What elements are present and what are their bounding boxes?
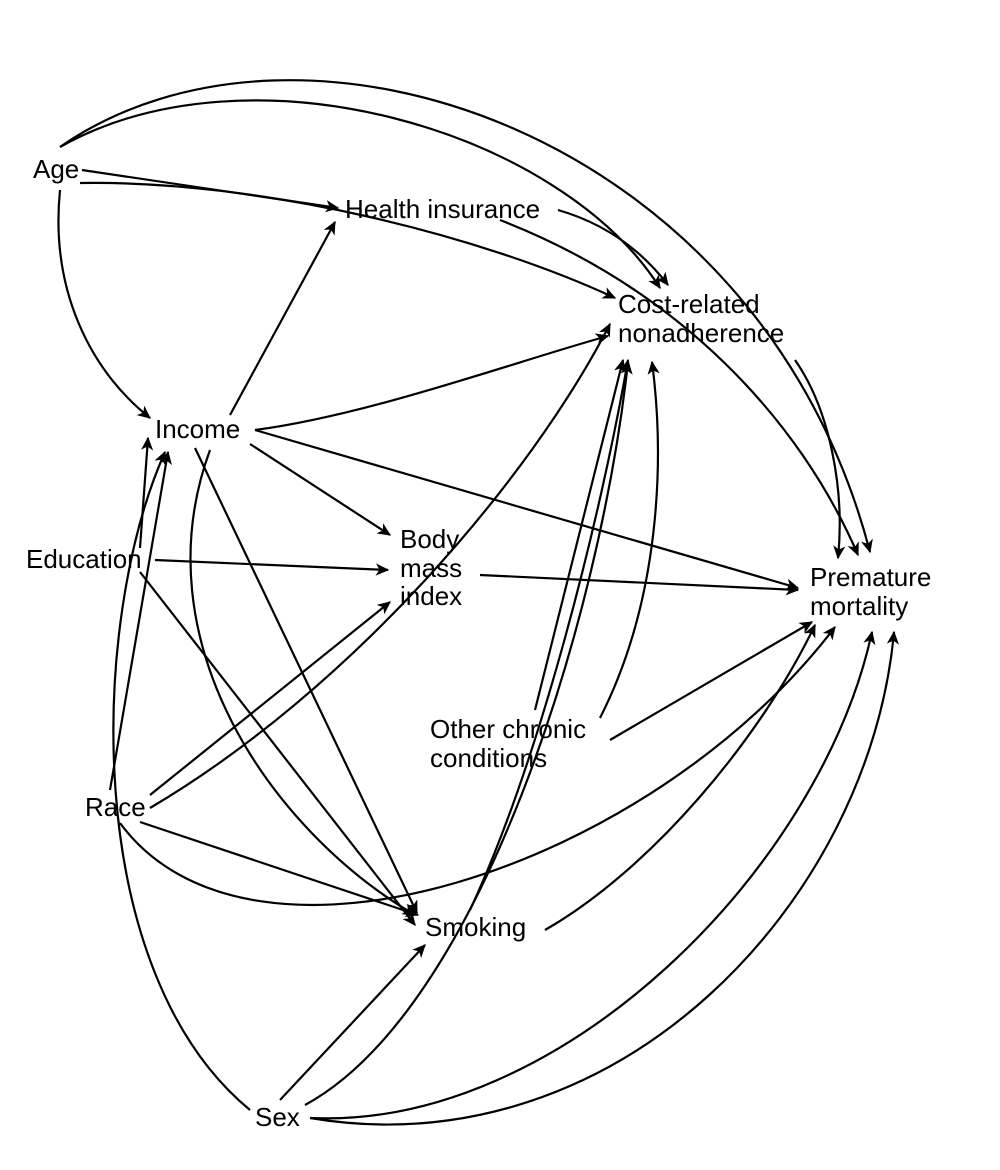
edge-costnon-br-mortality-tl bbox=[795, 360, 840, 558]
edge-healthins-br-mortality-tl2 bbox=[500, 220, 858, 555]
node-race: Race bbox=[85, 793, 146, 822]
edge-age-br-income-tl bbox=[58, 190, 150, 418]
edge-income-b-smoking-tl bbox=[190, 450, 415, 915]
node-mortality: Premature mortality bbox=[810, 563, 931, 620]
node-othercc: Other chronic conditions bbox=[430, 715, 586, 772]
node-bmi: Body mass index bbox=[400, 525, 462, 611]
edge-smoking-r-mortality-bl bbox=[545, 625, 815, 930]
edge-education-tr-income-l bbox=[140, 438, 148, 548]
edge-race-t-income-bl bbox=[110, 452, 168, 790]
edge-income-tr-healthins-bl bbox=[230, 222, 335, 415]
edge-othercc-t-costnon-bl bbox=[535, 360, 623, 710]
edge-education-br-smoking-l bbox=[140, 572, 415, 925]
edge-othercc-r-mortality-bl bbox=[610, 622, 812, 740]
node-age: Age bbox=[33, 155, 79, 184]
edge-income-br-bmi-tl bbox=[250, 444, 390, 535]
edge-sex-r-mortality-bl3 bbox=[310, 632, 872, 1118]
node-costnon: Cost-related nonadherence bbox=[618, 290, 784, 347]
edge-sex-t-smoking-bl bbox=[280, 945, 425, 1100]
node-sex: Sex bbox=[255, 1103, 300, 1132]
edge-income-r-mortality-l bbox=[255, 430, 798, 588]
edge-income-bl2-smoking-tl bbox=[195, 448, 417, 913]
edge-sex-r-mortality-bl4 bbox=[310, 632, 894, 1124]
node-healthins: Health insurance bbox=[345, 195, 540, 224]
node-education: Education bbox=[26, 545, 142, 574]
edge-smoking-t-costnon-bl bbox=[470, 360, 628, 910]
node-income: Income bbox=[155, 415, 240, 444]
edge-bmi-r-mortality-l bbox=[480, 575, 798, 590]
node-smoking: Smoking bbox=[425, 913, 526, 942]
